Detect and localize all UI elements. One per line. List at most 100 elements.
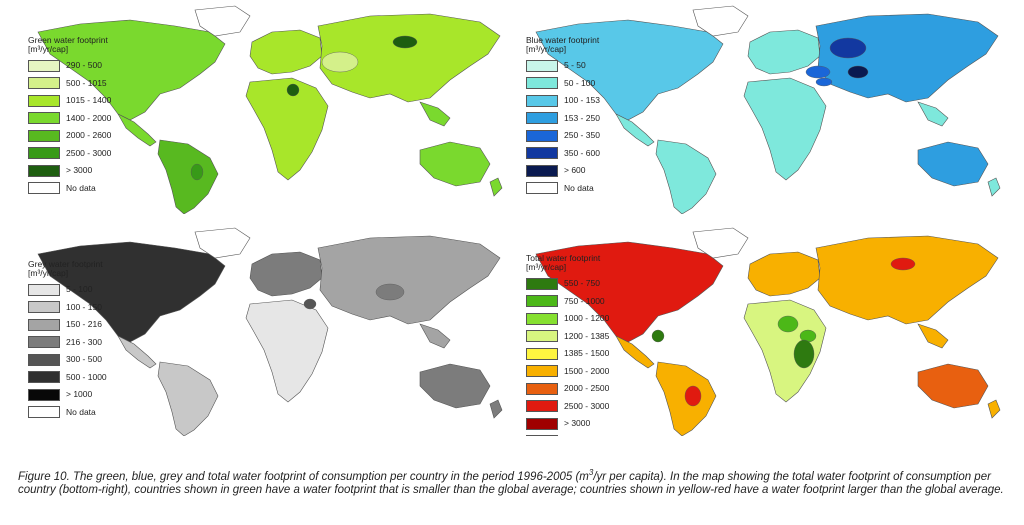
legend-swatch-no-data xyxy=(28,406,60,419)
region-africa xyxy=(743,299,827,403)
legend-row: 300 - 500 xyxy=(28,351,107,369)
legend-swatch xyxy=(28,336,60,349)
legend-row: 1015 - 1400 xyxy=(28,92,111,110)
region-nz xyxy=(987,399,1001,419)
legend-label: 1385 - 1500 xyxy=(564,348,610,359)
legend-row-no-data: No data xyxy=(526,179,600,197)
legend-row-no-data: No data xyxy=(28,403,107,421)
legend-title-line2: [m³/yr/cap] xyxy=(526,261,567,272)
legend-label: 2000 - 2500 xyxy=(564,383,610,394)
legend-label: > 1000 xyxy=(66,389,93,400)
legend-label: 216 - 300 xyxy=(66,336,102,347)
legend-swatch xyxy=(28,94,60,107)
legend-swatch xyxy=(28,318,60,331)
region-northAmerica xyxy=(37,19,226,121)
legend-label: 2500 - 3000 xyxy=(564,400,610,411)
legend-title: Total water footprint [m³/yr/cap] xyxy=(526,254,609,272)
legend-label: 5 - 100 xyxy=(66,284,93,295)
region-nz xyxy=(987,177,1001,197)
legend-swatch xyxy=(526,417,558,430)
legend-swatch xyxy=(28,77,60,90)
legend-swatch xyxy=(526,94,558,107)
legend-title-line1: Total water footprint xyxy=(526,253,601,263)
region-australia xyxy=(917,363,989,409)
legend-row: 2500 - 3000 xyxy=(526,397,609,415)
legend-title-line2: [m³/yr/cap] xyxy=(28,267,69,278)
region-patch xyxy=(793,339,815,369)
region-europe xyxy=(747,29,821,75)
region-southAmerica xyxy=(655,139,717,214)
legend-label: 1400 - 2000 xyxy=(66,112,112,123)
legend-swatch-no-data xyxy=(526,435,558,436)
caption-figure-label: Figure 10. xyxy=(18,470,70,483)
region-patch xyxy=(651,329,665,343)
region-asia xyxy=(317,13,501,103)
region-asia xyxy=(815,235,999,325)
legend-row: 5 - 100 xyxy=(28,281,107,299)
legend-label: 2500 - 3000 xyxy=(66,147,112,158)
region-centralAm xyxy=(615,335,655,369)
legend-label-no-data: No data xyxy=(66,182,96,193)
region-asia xyxy=(317,235,501,325)
legend-row: 100 - 153 xyxy=(526,92,600,110)
legend-label: 5 - 50 xyxy=(564,60,586,71)
region-patch xyxy=(890,257,916,271)
region-seAsia xyxy=(419,101,451,127)
legend-title: Green water footprint [m³/yr/cap] xyxy=(28,36,111,54)
legend-swatch xyxy=(526,295,558,308)
green-water-footprint-map: Green water footprint [m³/yr/cap] 290 - 50… xyxy=(10,2,510,214)
legend-label: 50 - 100 xyxy=(564,77,596,88)
region-patch xyxy=(375,283,405,301)
legend-swatch xyxy=(28,353,60,366)
region-europe xyxy=(249,29,323,75)
region-patch xyxy=(684,385,702,407)
legend-label: 100 - 150 xyxy=(66,301,102,312)
region-northAmerica xyxy=(535,19,724,121)
legend-title-line1: Green water footprint xyxy=(28,35,108,45)
legend-title-line2: [m³/yr/cap] xyxy=(526,43,567,54)
legend-label: 1500 - 2000 xyxy=(564,365,610,376)
region-northAmerica xyxy=(37,241,226,343)
total-water-footprint-map: Total water footprint [m³/yr/cap] 550 - 75… xyxy=(508,224,1008,436)
legend-swatch xyxy=(28,59,60,72)
region-nz xyxy=(489,399,503,419)
blue-water-footprint-map: Blue water footprint [m³/yr/cap] 5 - 50 50 … xyxy=(508,2,1008,214)
legend-row: 250 - 350 xyxy=(526,127,600,145)
legend-swatch xyxy=(28,283,60,296)
legend-row: > 1000 xyxy=(28,386,107,404)
caption-text-part2: /yr per capita). In the map showing the … xyxy=(18,470,1004,496)
region-greenland xyxy=(194,227,251,259)
region-patch xyxy=(190,163,204,181)
legend-label: 153 - 250 xyxy=(564,112,600,123)
region-greenland xyxy=(194,5,251,37)
legend-row: 1200 - 1385 xyxy=(526,327,609,345)
region-centralAm xyxy=(117,335,157,369)
region-africa xyxy=(245,299,329,403)
legend-title-line1: Blue water footprint xyxy=(526,35,600,45)
legend-swatch xyxy=(526,164,558,177)
legend-swatch xyxy=(28,371,60,384)
region-australia xyxy=(419,141,491,187)
region-patch xyxy=(286,83,300,97)
region-africa xyxy=(245,77,329,181)
legend-label: 2000 - 2600 xyxy=(66,130,112,141)
legend-swatch-no-data xyxy=(526,182,558,195)
legend-row: 216 - 300 xyxy=(28,333,107,351)
region-greenland xyxy=(692,5,749,37)
region-centralAm xyxy=(117,113,157,147)
legend-label: 1200 - 1385 xyxy=(564,330,610,341)
region-europe xyxy=(747,251,821,297)
region-patch xyxy=(777,315,799,333)
legend-swatch-no-data xyxy=(28,182,60,195)
legend-total: Total water footprint [m³/yr/cap] 550 - 75… xyxy=(526,254,609,436)
legend-swatch xyxy=(526,312,558,325)
legend-row: 153 - 250 xyxy=(526,109,600,127)
legend-label: 350 - 600 xyxy=(564,147,600,158)
legend-label: > 600 xyxy=(564,165,586,176)
legend-label-no-data: No data xyxy=(564,182,594,193)
region-europe xyxy=(249,251,323,297)
legend-label: 750 - 1000 xyxy=(564,295,605,306)
legend-label: 250 - 350 xyxy=(564,130,600,141)
legend-row-no-data: No data xyxy=(526,432,609,436)
legend-label: 1015 - 1400 xyxy=(66,95,112,106)
